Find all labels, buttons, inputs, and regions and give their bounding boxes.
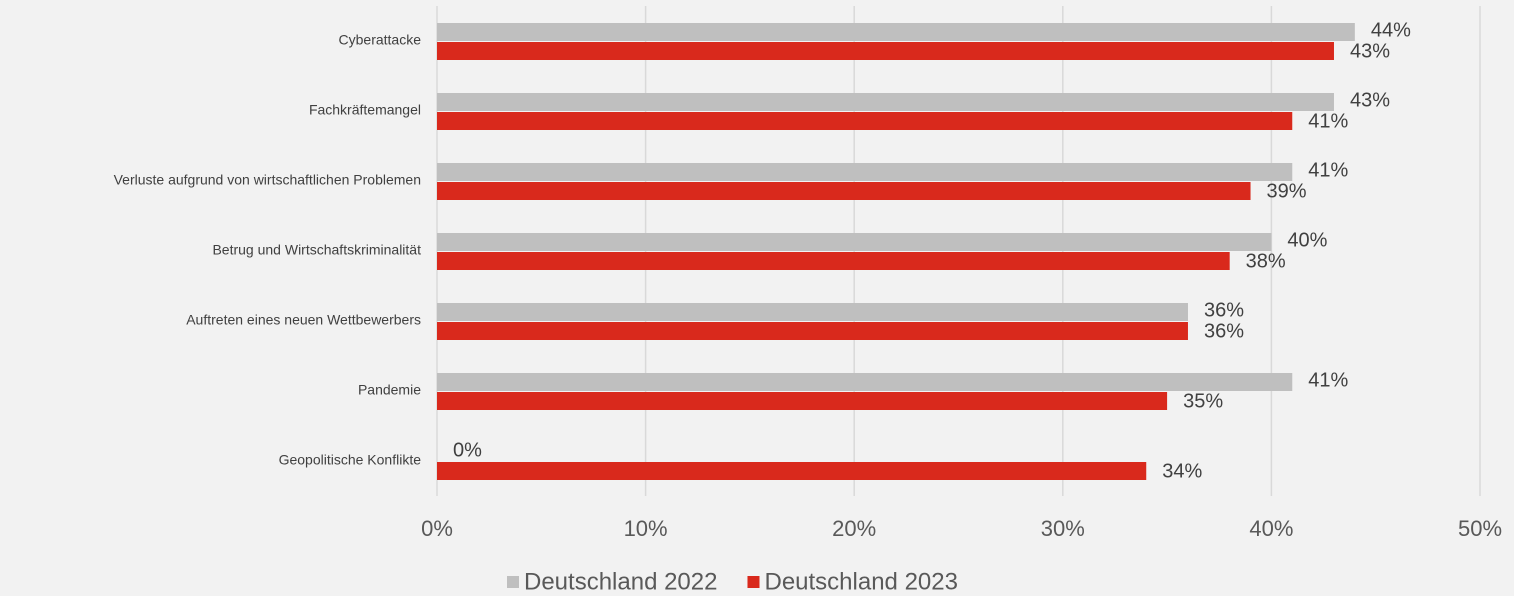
category-label: Cyberattacke xyxy=(339,32,422,48)
category-label: Pandemie xyxy=(358,382,421,398)
bar xyxy=(437,163,1293,181)
bar xyxy=(437,252,1230,270)
bar xyxy=(437,23,1355,41)
category-label: Verluste aufgrund von wirtschaftlichen P… xyxy=(114,172,421,188)
x-tick-label: 0% xyxy=(421,516,453,541)
value-label: 35% xyxy=(1183,390,1223,412)
bar xyxy=(437,373,1293,391)
legend-swatch xyxy=(747,576,760,588)
category-label: Auftreten eines neuen Wettbewerbers xyxy=(186,312,421,328)
category-label: Fachkräftemangel xyxy=(309,102,421,118)
value-label: 39% xyxy=(1267,180,1307,202)
bar xyxy=(437,112,1293,130)
bar xyxy=(437,322,1188,340)
bar xyxy=(437,303,1188,321)
value-label: 43% xyxy=(1350,89,1390,111)
value-label: 36% xyxy=(1204,320,1244,342)
bar xyxy=(437,182,1251,200)
value-label: 41% xyxy=(1308,159,1348,181)
x-tick-label: 20% xyxy=(832,516,876,541)
x-tick-label: 30% xyxy=(1041,516,1085,541)
bar xyxy=(437,392,1168,410)
category-label: Geopolitische Konflikte xyxy=(279,452,422,468)
bar xyxy=(437,42,1334,60)
bar xyxy=(437,93,1334,111)
bar xyxy=(437,462,1147,480)
value-label: 36% xyxy=(1204,299,1244,321)
x-tick-label: 40% xyxy=(1249,516,1293,541)
bar xyxy=(437,233,1272,251)
value-label: 43% xyxy=(1350,40,1390,62)
legend-label: Deutschland 2023 xyxy=(764,568,957,595)
category-label: Betrug und Wirtschaftskriminalität xyxy=(212,242,421,258)
value-label: 41% xyxy=(1308,369,1348,391)
x-tick-label: 50% xyxy=(1458,516,1502,541)
value-label: 40% xyxy=(1287,229,1327,251)
value-label: 41% xyxy=(1308,110,1348,132)
legend-swatch xyxy=(507,576,519,588)
value-label: 44% xyxy=(1371,19,1411,41)
value-label: 38% xyxy=(1246,250,1286,272)
x-tick-label: 10% xyxy=(624,516,668,541)
legend-label: Deutschland 2022 xyxy=(524,568,717,595)
value-label: 34% xyxy=(1162,460,1202,482)
value-label: 0% xyxy=(453,439,482,461)
